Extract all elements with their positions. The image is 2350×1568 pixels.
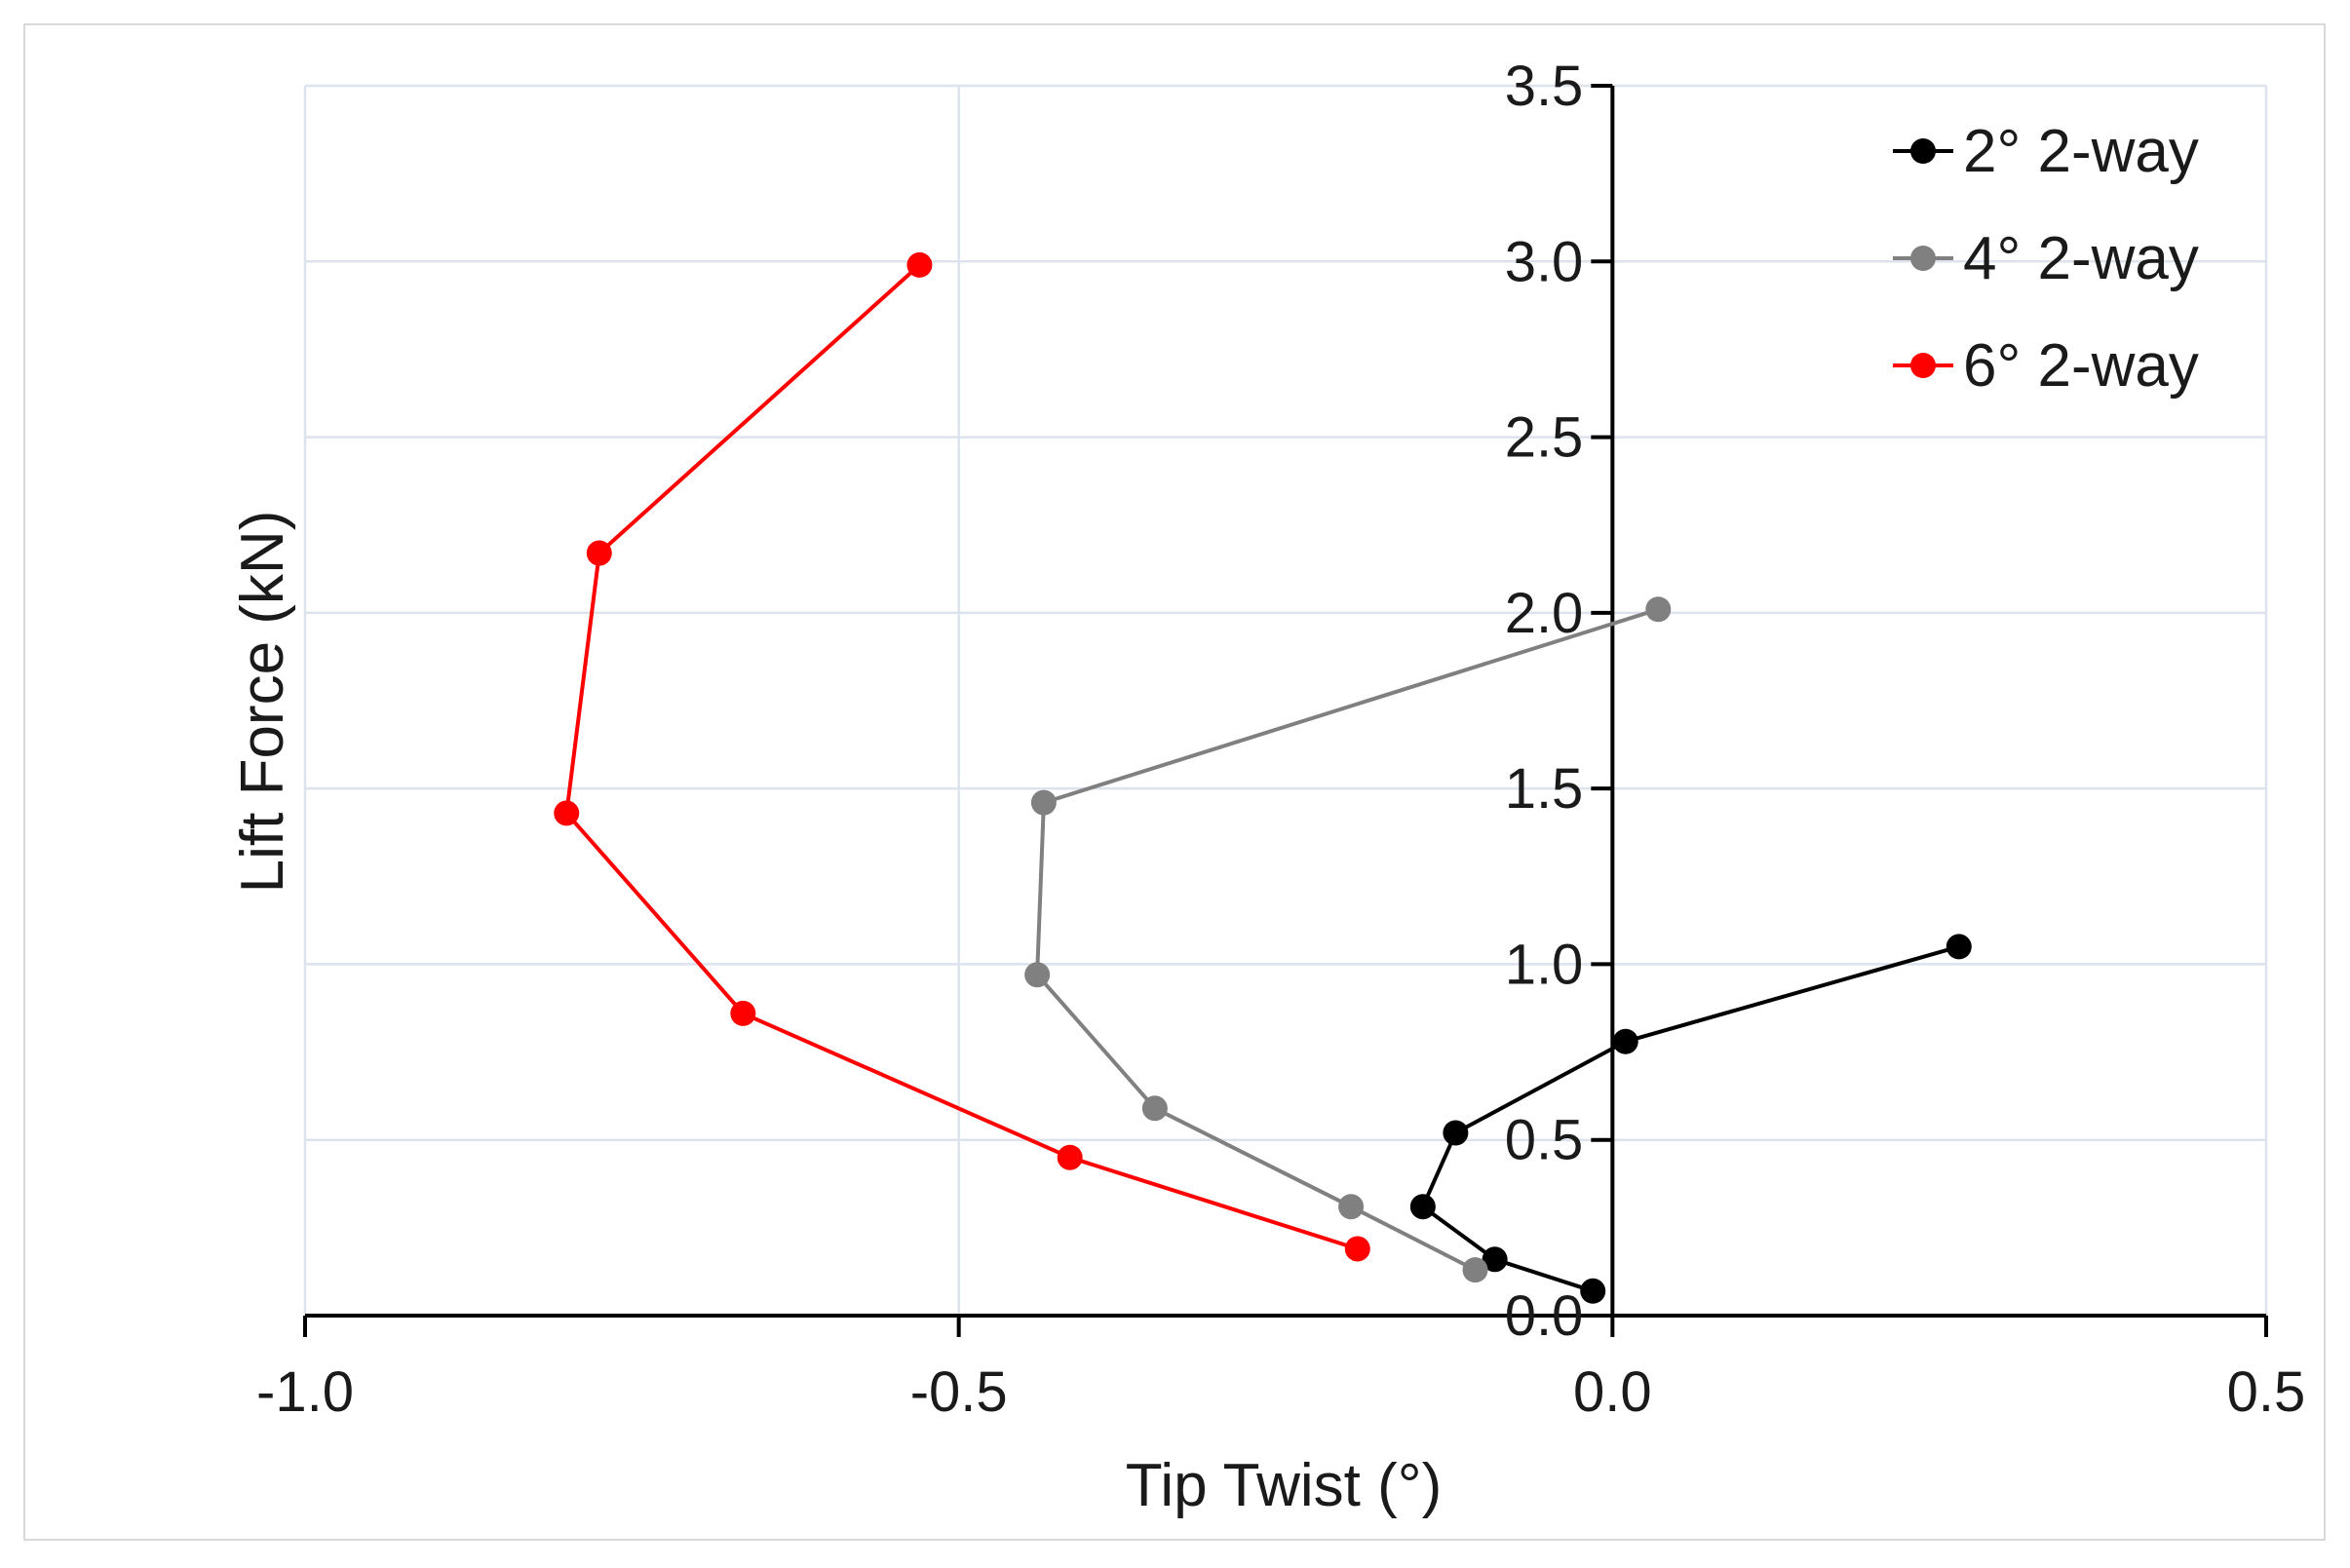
data-point (586, 540, 612, 566)
tick-labels: -1.0 -0.5 0.0 0.5 0.0 0.5 1.0 1.5 2.0 2.5 3.0 3.5 (256, 55, 2305, 1424)
axes (303, 84, 2268, 1337)
data-point (1024, 962, 1051, 988)
y-tick-label: 2.5 (1505, 406, 1584, 470)
legend-marker (1910, 138, 1936, 164)
legend-label: 2° 2-way (1963, 118, 2199, 185)
data-point (1141, 1095, 1168, 1122)
y-tick-label: 1.5 (1505, 757, 1584, 821)
data-point (1344, 1236, 1370, 1262)
gridlines (303, 84, 2268, 1316)
data-point (730, 1000, 756, 1026)
x-tick-label: -0.5 (910, 1360, 1008, 1424)
y-tick-label: 3.0 (1505, 230, 1584, 293)
data-point (1409, 1194, 1436, 1220)
y-tick-label: 0.0 (1505, 1284, 1584, 1348)
legend-marker (1910, 353, 1936, 378)
series-line (1420, 944, 1960, 1293)
data-point (1482, 1246, 1508, 1273)
y-tick-label: 0.5 (1505, 1109, 1584, 1172)
x-axis-title: Tip Twist (°) (1126, 1452, 1442, 1519)
data-point (1945, 934, 1972, 960)
legend: 2° 2-way 4° 2-way 6° 2-way (1893, 118, 2199, 400)
legend-entry-3: 6° 2-way (1893, 332, 2199, 400)
legend-label: 6° 2-way (1963, 332, 2199, 400)
series-line (564, 263, 1359, 1251)
series-2 (1024, 596, 1672, 1283)
legend-entry-1: 2° 2-way (1893, 118, 2199, 185)
data-point (1612, 1028, 1638, 1054)
series-line (1035, 607, 1659, 1272)
series-3 (554, 251, 1370, 1262)
data-point (1580, 1278, 1606, 1304)
data-point (554, 800, 580, 826)
data-point (1057, 1144, 1083, 1170)
y-tick-label: 3.5 (1505, 55, 1584, 118)
data-point (1338, 1194, 1365, 1220)
series-1 (1409, 934, 1972, 1304)
y-tick-label: 2.0 (1505, 582, 1584, 645)
data-point (906, 251, 933, 278)
data-point (1443, 1120, 1469, 1146)
chart-background (23, 23, 2326, 1541)
x-tick-label: 0.0 (1573, 1360, 1652, 1424)
legend-label: 4° 2-way (1963, 225, 2199, 292)
legend-entry-2: 4° 2-way (1893, 225, 2199, 292)
x-tick-label: 0.5 (2227, 1360, 2306, 1424)
y-axis-title: Lift Force (kN) (229, 511, 296, 894)
data-point (1462, 1257, 1488, 1283)
data-point (1645, 596, 1672, 623)
data-point (1030, 789, 1057, 816)
legend-marker (1910, 246, 1936, 271)
x-tick-label: -1.0 (256, 1360, 354, 1424)
series (554, 251, 1972, 1304)
y-tick-label: 1.0 (1505, 933, 1584, 996)
